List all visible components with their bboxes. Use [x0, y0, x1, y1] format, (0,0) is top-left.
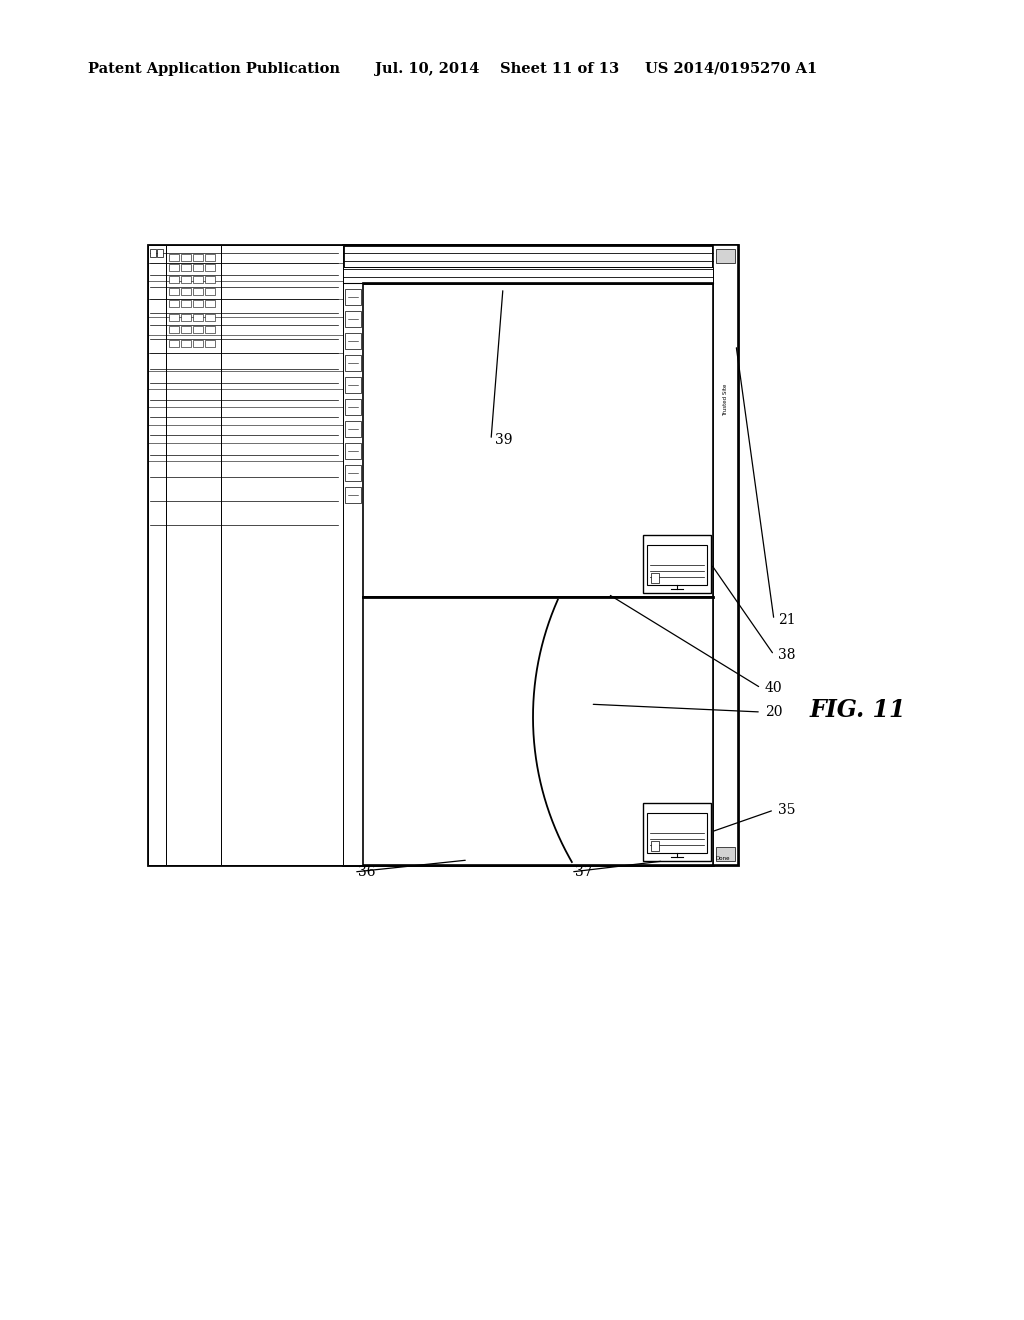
Bar	[169, 314, 179, 321]
Text: 36: 36	[358, 865, 376, 879]
Bar	[345, 444, 361, 459]
Text: 40: 40	[765, 681, 782, 696]
Text: Sheet 11 of 13: Sheet 11 of 13	[500, 62, 620, 77]
Bar	[193, 326, 203, 333]
Bar	[193, 341, 203, 347]
Bar	[651, 573, 659, 583]
Bar	[205, 276, 215, 282]
Bar	[166, 246, 221, 865]
Bar	[716, 249, 735, 263]
Text: US 2014/0195270 A1: US 2014/0195270 A1	[645, 62, 817, 77]
Bar	[169, 300, 179, 308]
Bar	[150, 249, 156, 257]
Text: FIG. 11: FIG. 11	[810, 698, 906, 722]
Bar	[169, 326, 179, 333]
Text: Patent Application Publication: Patent Application Publication	[88, 62, 340, 77]
Bar	[643, 803, 711, 861]
Bar	[343, 246, 713, 865]
Bar	[193, 288, 203, 294]
Bar	[345, 289, 361, 305]
Bar	[716, 847, 735, 861]
Bar	[647, 813, 707, 853]
Bar	[205, 288, 215, 294]
Bar	[345, 487, 361, 503]
Bar	[205, 264, 215, 271]
Text: Trusted Site: Trusted Site	[723, 384, 728, 416]
Bar	[205, 253, 215, 261]
Bar	[651, 841, 659, 851]
Bar	[169, 276, 179, 282]
Bar	[169, 253, 179, 261]
Bar	[205, 300, 215, 308]
Bar	[713, 246, 738, 865]
Bar	[169, 341, 179, 347]
Bar	[169, 264, 179, 271]
Bar	[181, 253, 191, 261]
Bar	[345, 355, 361, 371]
Text: 39: 39	[495, 433, 512, 447]
Bar	[343, 282, 362, 865]
Bar	[181, 314, 191, 321]
Bar	[205, 326, 215, 333]
Bar	[643, 535, 711, 593]
Bar	[193, 253, 203, 261]
Bar	[148, 246, 738, 865]
Bar	[181, 288, 191, 294]
Text: 35: 35	[778, 803, 796, 817]
Bar	[345, 378, 361, 393]
Text: Done: Done	[715, 855, 729, 861]
Bar	[647, 545, 707, 585]
Bar	[345, 399, 361, 414]
Bar	[181, 300, 191, 308]
Bar	[345, 333, 361, 348]
Bar	[169, 288, 179, 294]
Bar	[181, 276, 191, 282]
Bar	[193, 300, 203, 308]
Bar	[345, 312, 361, 327]
Text: 20: 20	[765, 705, 782, 719]
Bar	[345, 465, 361, 480]
Bar	[193, 314, 203, 321]
Text: 37: 37	[575, 865, 593, 879]
Bar	[205, 341, 215, 347]
Bar	[148, 246, 166, 865]
Bar	[362, 282, 713, 597]
Bar	[343, 267, 713, 282]
Bar	[181, 341, 191, 347]
Bar	[193, 264, 203, 271]
Text: Jul. 10, 2014: Jul. 10, 2014	[375, 62, 479, 77]
Text: 21: 21	[778, 612, 796, 627]
Text: 38: 38	[778, 648, 796, 663]
Bar	[345, 421, 361, 437]
Bar	[181, 326, 191, 333]
Bar	[181, 264, 191, 271]
Bar	[157, 249, 163, 257]
Bar	[221, 246, 343, 865]
Bar	[362, 597, 713, 865]
Bar	[193, 276, 203, 282]
Bar	[205, 314, 215, 321]
